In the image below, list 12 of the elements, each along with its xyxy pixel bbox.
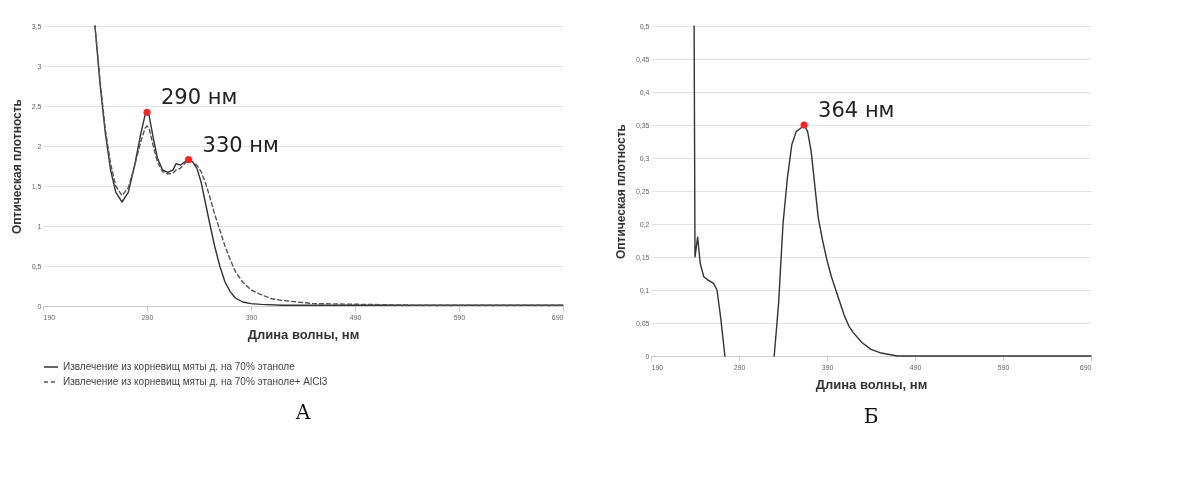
x-axis-title: Длина волны, нм — [815, 376, 928, 392]
y-axis-title: Оптическая плотность — [613, 124, 628, 259]
y-axis-title: Оптическая плотность — [9, 99, 24, 234]
legend-label: Извлечение из корневищ мяты д. на 70% этаноле+ AlCl3 — [63, 376, 328, 387]
annotation: 330 нм — [202, 132, 279, 157]
legend-label: Извлечение из корневищ мяты д. на 70% этаноле — [63, 361, 296, 372]
x-axis-title: Длина волны, нм — [247, 326, 360, 342]
annotation: 290 нм — [161, 85, 238, 110]
line-series — [94, 25, 564, 306]
annotation: 364 нм — [818, 98, 895, 122]
text: А — [295, 400, 311, 424]
text: Б — [863, 404, 879, 428]
